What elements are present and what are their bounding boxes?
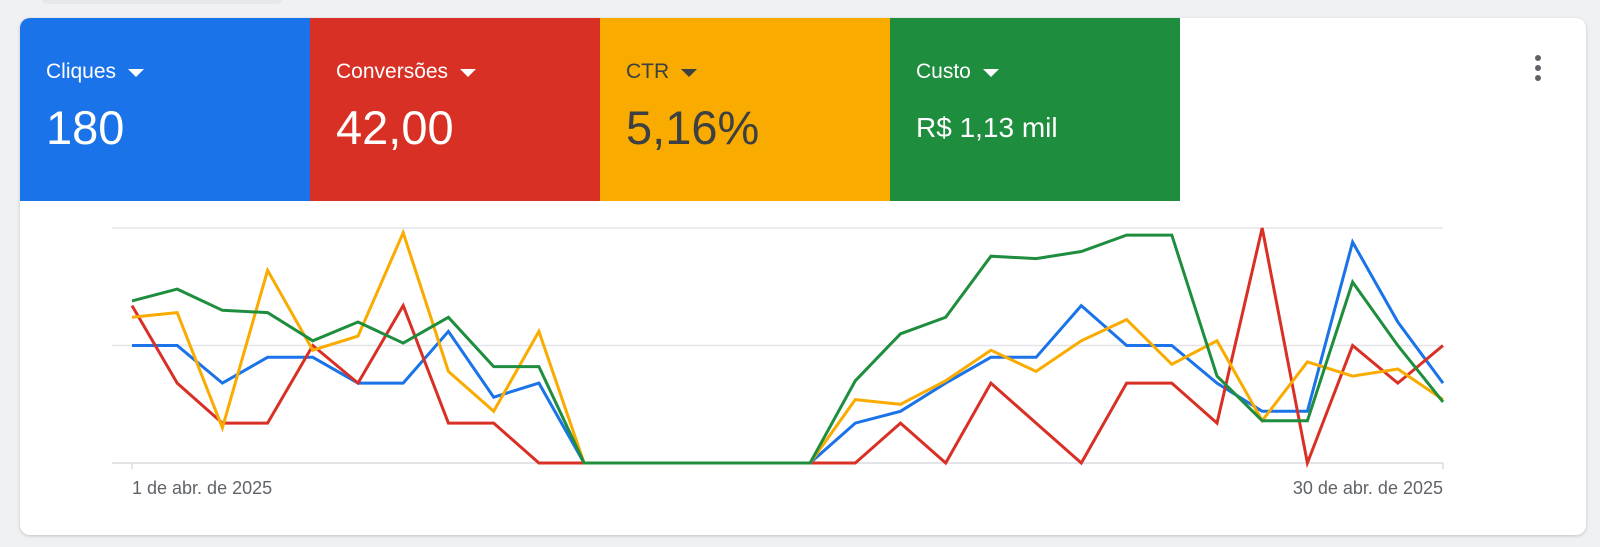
metric-tile-conversions[interactable]: Conversões 42,00: [310, 18, 600, 201]
metric-value: 5,16%: [626, 101, 760, 154]
metric-tile-ctr[interactable]: CTR 5,16%: [600, 18, 890, 201]
series-line-3[interactable]: [131, 228, 1444, 465]
caret-down-icon[interactable]: [128, 69, 145, 77]
metric-value: R$ 1,13 mil: [916, 112, 1058, 143]
metric-header: Custo: [916, 58, 1180, 86]
performance-card: Cliques 180 Conversões 42,00 CTR 5,16% C…: [20, 18, 1586, 535]
caret-down-icon[interactable]: [681, 69, 698, 77]
metric-label: CTR: [626, 60, 670, 83]
caret-down-icon[interactable]: [460, 69, 477, 77]
metric-header: CTR: [626, 58, 890, 86]
series-line-4[interactable]: [131, 233, 1445, 465]
metric-tile-clicks[interactable]: Cliques 180: [20, 18, 310, 201]
more-vert-icon[interactable]: [1524, 48, 1552, 88]
caret-down-icon[interactable]: [982, 69, 999, 77]
metric-label: Cliques: [46, 60, 117, 83]
x-tick-label: 1 de abr. de 2025: [132, 478, 272, 498]
metric-label: Conversões: [336, 60, 449, 83]
metric-label: Custo: [916, 60, 971, 83]
previous-card-edge: [42, 0, 282, 4]
metric-value: 180: [46, 101, 125, 154]
series-line-1[interactable]: [132, 238, 1445, 465]
metric-header: Cliques: [46, 58, 310, 86]
metric-value: 42,00: [336, 101, 454, 154]
line-chart: 1 de abr. de 2025 30 de abr. de 2025: [112, 227, 1445, 498]
metric-header: Conversões: [336, 58, 600, 86]
metric-tile-cost[interactable]: Custo R$ 1,13 mil: [890, 18, 1180, 201]
x-tick-label: 30 de abr. de 2025: [1293, 478, 1443, 498]
metric-selector-bar: Cliques 180 Conversões 42,00 CTR 5,16% C…: [20, 18, 1180, 201]
